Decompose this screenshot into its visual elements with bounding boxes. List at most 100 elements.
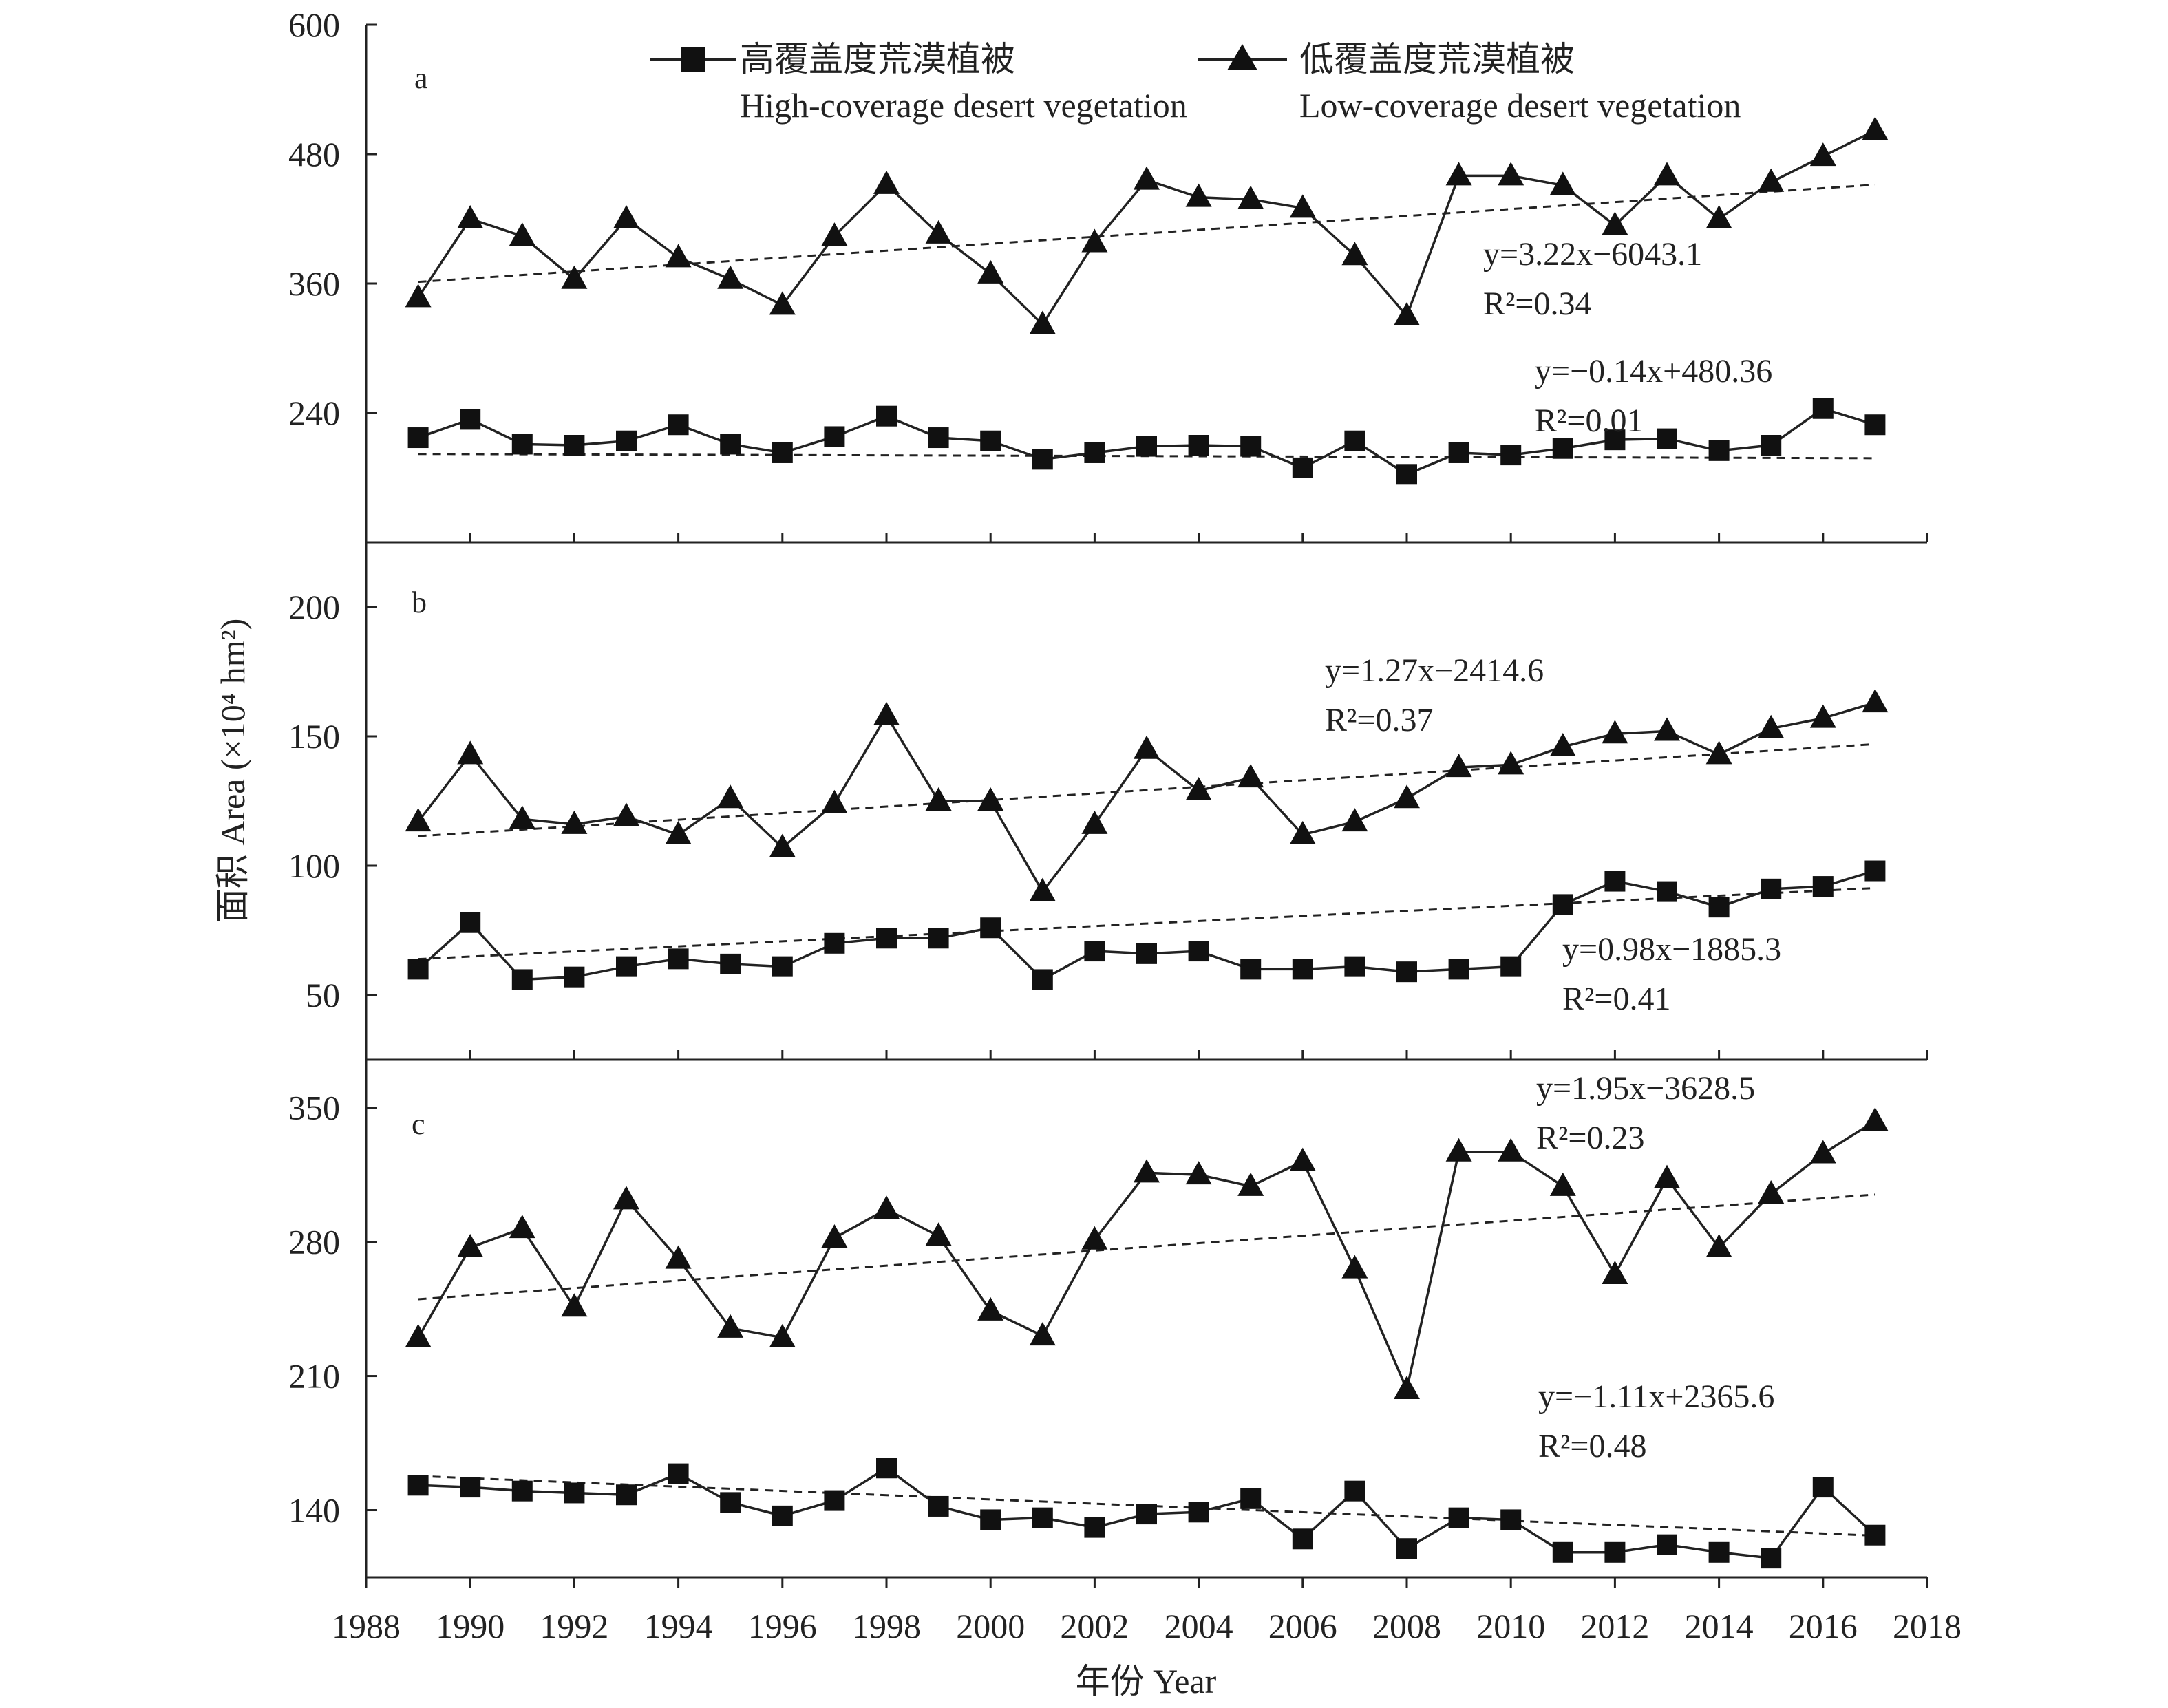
series-low-coverage: [405, 689, 1889, 901]
data-point-triangle: [821, 789, 848, 813]
data-point-triangle: [1029, 310, 1056, 334]
y-tick-label: 140: [288, 1491, 340, 1530]
legend: 高覆盖度荒漠植被 High-coverage desert vegetation…: [650, 40, 1741, 125]
series-low-coverage: [405, 1107, 1889, 1400]
data-point-triangle: [1394, 1376, 1420, 1400]
data-point-square: [824, 1490, 845, 1511]
x-tick-label: 1998: [852, 1607, 921, 1645]
data-point-square: [980, 430, 1001, 451]
data-point-square: [1084, 1517, 1105, 1538]
data-point-triangle: [1862, 689, 1889, 713]
legend-low-en: Low-coverage desert vegetation: [1299, 86, 1741, 125]
data-point-triangle: [1602, 211, 1628, 235]
trend-equation: y=−0.14x+480.36: [1535, 353, 1772, 389]
data-point-square: [824, 426, 845, 447]
legend-high-en: High-coverage desert vegetation: [740, 86, 1187, 125]
data-point-triangle: [405, 808, 432, 832]
data-point-square: [772, 1505, 793, 1526]
data-point-square: [720, 953, 741, 974]
data-point-triangle: [925, 787, 952, 811]
x-tick-label: 2004: [1165, 1607, 1233, 1645]
data-point-triangle: [1341, 808, 1368, 832]
data-point-square: [1136, 436, 1157, 457]
data-point-square: [511, 434, 533, 455]
panel-label: b: [412, 586, 427, 619]
data-point-triangle: [1134, 735, 1160, 759]
y-tick-label: 350: [288, 1089, 340, 1127]
data-point-square: [1448, 442, 1469, 463]
data-point-square: [1552, 894, 1573, 915]
data-point-triangle: [1445, 162, 1472, 186]
series-high-coverage: [407, 398, 1886, 485]
x-tick-label: 2000: [956, 1607, 1025, 1645]
series-high-coverage: [407, 1458, 1886, 1569]
data-point-triangle: [769, 833, 796, 857]
trend-line: [418, 1193, 1875, 1301]
data-point-square: [824, 932, 845, 954]
data-point-square: [616, 1484, 637, 1506]
data-point-triangle: [717, 265, 744, 289]
data-point-square: [1136, 943, 1157, 964]
data-point-triangle: [873, 1195, 900, 1219]
data-point-square: [1136, 1504, 1157, 1525]
data-point-triangle: [1705, 205, 1732, 228]
data-point-square: [1188, 435, 1209, 456]
data-point-triangle: [1498, 162, 1524, 186]
data-point-triangle: [1134, 1159, 1160, 1183]
data-point-triangle: [977, 1296, 1004, 1321]
trend-line: [418, 743, 1875, 837]
series-line: [417, 701, 1875, 894]
data-point-triangle: [1237, 185, 1264, 209]
trend-r2: R²=0.41: [1562, 981, 1670, 1017]
trend-equation: y=0.98x−1885.3: [1562, 931, 1781, 968]
data-point-square: [1188, 1502, 1209, 1523]
panel-c: 140 210 280 350 1988 1990 1992 1994 1996 1998 2000…: [288, 1060, 1962, 1645]
data-point-square: [668, 1463, 689, 1484]
data-point-square: [668, 414, 689, 436]
data-point-triangle: [1498, 1138, 1524, 1162]
data-point-square: [1032, 969, 1053, 990]
data-point-square: [1604, 429, 1626, 451]
data-point-square: [1552, 438, 1573, 459]
data-point-square: [668, 948, 689, 970]
data-point-triangle: [1602, 720, 1628, 744]
data-point-triangle: [1289, 194, 1316, 218]
trend-equation: y=3.22x−6043.1: [1483, 236, 1702, 273]
x-tick-label: 2014: [1685, 1607, 1754, 1645]
data-point-triangle: [613, 1186, 639, 1210]
data-point-triangle: [1394, 784, 1420, 809]
legend-low-marker: [1227, 44, 1257, 70]
data-point-square: [1084, 941, 1105, 962]
data-point-square: [1812, 398, 1834, 419]
data-point-triangle: [977, 259, 1004, 284]
series-high-coverage: [407, 860, 1886, 990]
data-point-triangle: [769, 1323, 796, 1347]
data-point-triangle: [1654, 1164, 1680, 1188]
data-point-triangle: [1289, 820, 1316, 844]
data-point-triangle: [873, 170, 900, 194]
data-point-square: [1032, 449, 1053, 470]
data-point-square: [1084, 442, 1105, 463]
y-tick-label: 600: [288, 6, 340, 44]
data-point-triangle: [925, 220, 952, 244]
data-point-triangle: [457, 1233, 484, 1257]
y-tick-label: 50: [306, 976, 340, 1014]
data-point-square: [1292, 959, 1313, 980]
data-point-triangle: [1705, 740, 1732, 765]
data-point-triangle: [1081, 228, 1108, 253]
y-tick-label: 480: [288, 135, 340, 173]
y-tick-label: 280: [288, 1223, 340, 1261]
data-point-square: [1708, 1541, 1730, 1563]
data-point-square: [1344, 1480, 1365, 1502]
data-point-triangle: [561, 1293, 588, 1317]
data-point-square: [1604, 1541, 1626, 1563]
data-point-square: [1240, 1488, 1262, 1509]
panel-label: a: [414, 61, 428, 95]
data-point-square: [1657, 428, 1677, 449]
data-point-square: [407, 1475, 429, 1496]
data-point-triangle: [1549, 1172, 1576, 1196]
x-tick-label: 2006: [1268, 1607, 1337, 1645]
panels: 240 360 480 600 a y=3.22x−6043.1 R²=0.34 y=−0.1…: [288, 6, 1962, 1645]
x-tick-label: 2012: [1580, 1607, 1649, 1645]
